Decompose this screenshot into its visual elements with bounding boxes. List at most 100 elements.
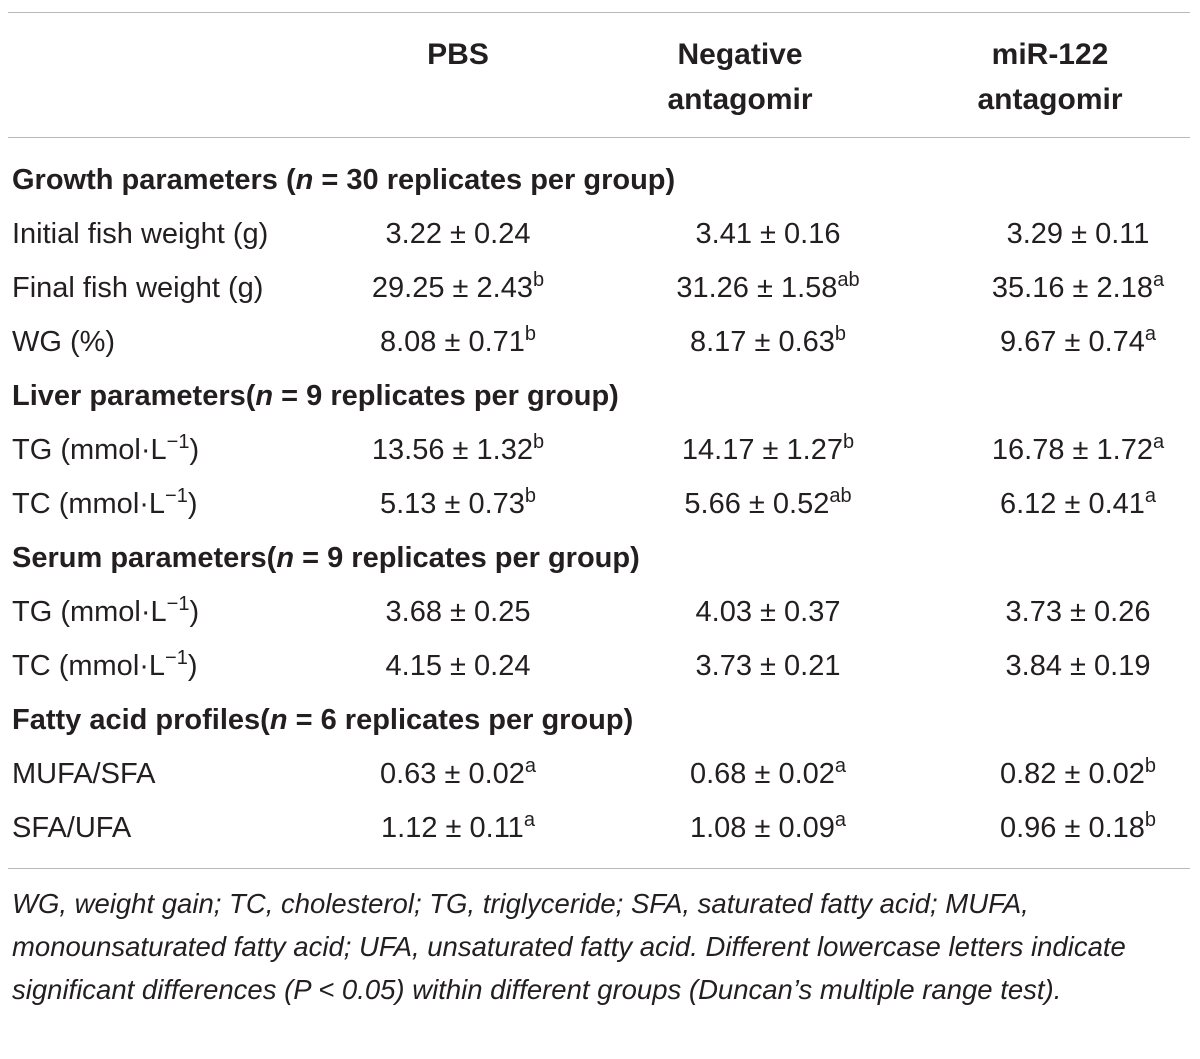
cell-value: 14.17 ± 1.27 — [681, 434, 843, 466]
significance-letter: a — [1144, 323, 1157, 345]
table-cell: 3.73 ± 0.21 — [640, 646, 896, 686]
section-title-text: = 9 replicates per group) — [294, 542, 640, 574]
table-cell: 6.12 ± 0.41a — [950, 484, 1200, 524]
cell-value: 5.66 ± 0.52 — [684, 488, 830, 520]
row-label-liver-tg: TG (mmol·L−1) — [12, 430, 199, 470]
table-cell: 5.66 ± 0.52ab — [640, 484, 896, 524]
row-label-text: ) — [187, 650, 198, 682]
table-cell: 9.67 ± 0.74a — [950, 322, 1200, 362]
table-cell: 35.16 ± 2.18a — [950, 268, 1200, 308]
section-title-liver: Liver parameters(n = 9 replicates per gr… — [12, 376, 619, 416]
section-title-n: n — [255, 380, 274, 412]
cell-value: 0.63 ± 0.02 — [379, 758, 525, 790]
section-title-text: Liver parameters( — [12, 380, 256, 412]
row-label-serum-tc: TC (mmol·L−1) — [12, 646, 198, 686]
cell-value: 1.12 ± 0.11 — [381, 812, 524, 844]
table-cell: 29.25 ± 2.43b — [330, 268, 586, 308]
row-label-wg: WG (%) — [12, 322, 115, 362]
significance-letter: ab — [837, 269, 860, 291]
significance-letter: b — [532, 269, 545, 291]
table-top-rule — [8, 12, 1190, 13]
table-cell: 0.96 ± 0.18b — [950, 808, 1200, 848]
table-cell: 0.82 ± 0.02b — [950, 754, 1200, 794]
significance-letter: b — [524, 323, 537, 345]
section-title-text: = 9 replicates per group) — [273, 380, 619, 412]
significance-letter: a — [834, 809, 847, 831]
cell-value: 29.25 ± 2.43 — [371, 272, 533, 304]
column-header-line: antagomir — [977, 83, 1123, 116]
unit-exponent: −1 — [165, 647, 188, 669]
cell-value: 3.84 ± 0.19 — [1005, 650, 1151, 682]
cell-value: 3.22 ± 0.24 — [385, 218, 531, 250]
cell-value: 8.08 ± 0.71 — [379, 326, 525, 358]
table-cell: 3.68 ± 0.25 — [330, 592, 586, 632]
table-cell: 3.84 ± 0.19 — [950, 646, 1200, 686]
column-header-negative-antagomir: Negative antagomir — [630, 32, 850, 122]
row-label-text: ) — [187, 488, 198, 520]
row-label-mufa-sfa: MUFA/SFA — [12, 754, 155, 794]
section-title-n: n — [276, 542, 295, 574]
cell-value: 35.16 ± 2.18 — [991, 272, 1153, 304]
significance-letter: ab — [829, 485, 852, 507]
cell-value: 0.68 ± 0.02 — [689, 758, 835, 790]
section-title-growth: Growth parameters (n = 30 replicates per… — [12, 160, 675, 200]
row-label-text: TC (mmol·L — [12, 488, 166, 520]
cell-value: 3.29 ± 0.11 — [1006, 218, 1150, 250]
significance-letter: b — [1144, 755, 1157, 777]
row-label-text: ) — [189, 596, 200, 628]
column-header-mir122-antagomir: miR-122 antagomir — [940, 32, 1160, 122]
table-cell: 1.08 ± 0.09a — [640, 808, 896, 848]
section-title-n: n — [295, 164, 314, 196]
table-cell: 3.29 ± 0.11 — [950, 214, 1200, 254]
row-label-text: TG (mmol·L — [12, 596, 167, 628]
table-cell: 8.17 ± 0.63b — [640, 322, 896, 362]
section-title-serum: Serum parameters(n = 9 replicates per gr… — [12, 538, 640, 578]
row-label-text: ) — [189, 434, 200, 466]
section-title-n: n — [269, 704, 288, 736]
table-header-rule — [8, 137, 1190, 138]
table-cell: 31.26 ± 1.58ab — [640, 268, 896, 308]
cell-value: 9.67 ± 0.74 — [999, 326, 1145, 358]
column-header-line: Negative — [677, 38, 803, 71]
row-label-serum-tg: TG (mmol·L−1) — [12, 592, 199, 632]
significance-letter: a — [834, 755, 847, 777]
row-label-liver-tc: TC (mmol·L−1) — [12, 484, 198, 524]
section-title-text: = 30 replicates per group) — [313, 164, 676, 196]
cell-value: 3.73 ± 0.26 — [1005, 596, 1151, 628]
significance-letter: b — [1144, 809, 1157, 831]
cell-value: 4.03 ± 0.37 — [695, 596, 841, 628]
row-label-text: SFA/UFA — [12, 812, 132, 844]
cell-value: 0.96 ± 0.18 — [999, 812, 1145, 844]
cell-value: 4.15 ± 0.24 — [385, 650, 531, 682]
cell-value: 3.41 ± 0.16 — [695, 218, 841, 250]
row-label-text: Initial fish weight (g) — [12, 218, 269, 250]
significance-letter: a — [1152, 269, 1165, 291]
cell-value: 16.78 ± 1.72 — [991, 434, 1153, 466]
row-label-initial-weight: Initial fish weight (g) — [12, 214, 268, 254]
unit-exponent: −1 — [166, 593, 190, 615]
table-cell: 3.22 ± 0.24 — [330, 214, 586, 254]
row-label-text: TG (mmol·L — [12, 434, 167, 466]
cell-value: 31.26 ± 1.58 — [676, 272, 838, 304]
row-label-text: MUFA/SFA — [12, 758, 156, 790]
row-label-text: Final fish weight (g) — [12, 272, 264, 304]
table-cell: 14.17 ± 1.27b — [640, 430, 896, 470]
section-title-text: Fatty acid profiles( — [12, 704, 270, 736]
significance-letter: b — [524, 485, 537, 507]
column-header-line: antagomir — [667, 83, 813, 116]
cell-value: 8.17 ± 0.63 — [689, 326, 835, 358]
row-label-text: WG (%) — [12, 326, 116, 358]
table-cell: 0.63 ± 0.02a — [330, 754, 586, 794]
table-cell: 13.56 ± 1.32b — [330, 430, 586, 470]
table-cell: 0.68 ± 0.02a — [640, 754, 896, 794]
table-cell: 3.41 ± 0.16 — [640, 214, 896, 254]
column-header-line: PBS — [427, 38, 489, 71]
table-bottom-rule — [8, 868, 1190, 869]
row-label-text: TC (mmol·L — [12, 650, 166, 682]
cell-value: 0.82 ± 0.02 — [999, 758, 1145, 790]
section-title-text: = 6 replicates per group) — [287, 704, 634, 736]
unit-exponent: −1 — [166, 431, 190, 453]
row-label-sfa-ufa: SFA/UFA — [12, 808, 131, 848]
row-label-final-weight: Final fish weight (g) — [12, 268, 263, 308]
table-cell: 4.15 ± 0.24 — [330, 646, 586, 686]
